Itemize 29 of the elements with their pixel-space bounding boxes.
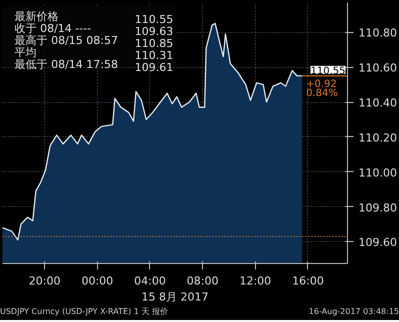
annotation: 109.63 (134, 25, 174, 38)
annotation: 最高于 08/15 08:57 (14, 34, 118, 48)
x-tick-label: 12:00 (239, 274, 272, 288)
y-tick-label: 110.60 (358, 62, 397, 75)
x-tick-label: 20:00 (28, 274, 60, 288)
x-axis-title: 15 8月 2017 (142, 290, 208, 304)
annotation: 109.61 (134, 61, 174, 74)
y-tick-label: 110.00 (358, 166, 397, 180)
annotation: 最新价格 (14, 10, 59, 24)
ref-line-label: 110.55 (310, 66, 346, 77)
annotation: 平均 (14, 46, 37, 60)
annotation: 110.31 (134, 49, 174, 62)
x-tick-label: 04:00 (134, 274, 166, 288)
y-tick-label: 110.20 (358, 131, 397, 144)
x-tick-label: 08:00 (186, 274, 219, 288)
text: USDJPY Curncy (USD-JPY X-RATE) 1 天 报价 (0, 306, 168, 318)
annotation: 最低于 08/14 17:58 (14, 58, 118, 72)
y-tick-label: 110.40 (358, 96, 397, 110)
annotation: +0.92 (306, 78, 337, 90)
x-tick-label: 00:00 (81, 274, 114, 288)
y-tick-label: 110.80 (358, 26, 397, 40)
x-tick-label: 16:00 (292, 274, 324, 288)
y-tick-label: 109.80 (358, 201, 397, 214)
annotation: 110.85 (134, 37, 174, 50)
annotation: 0.84% (306, 88, 338, 99)
text: 16-Aug-2017 03:48:15 (308, 306, 399, 318)
annotation: 收于 08/14 ---- (14, 22, 92, 36)
annotation: 110.55 (134, 13, 174, 26)
y-tick-label: 109.60 (358, 236, 397, 250)
